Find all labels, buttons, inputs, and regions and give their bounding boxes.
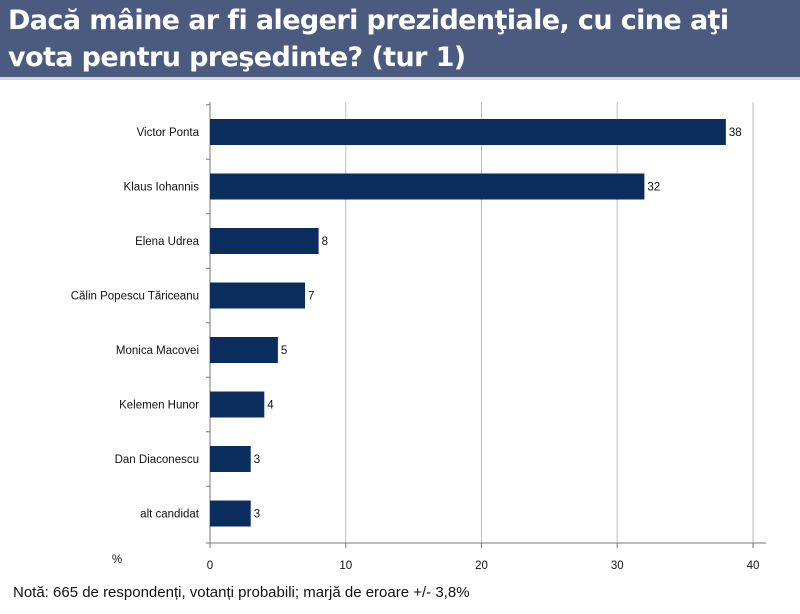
footnote: Notă: 665 de respondenți, votanți probab… (13, 584, 470, 601)
category-label: Klaus Iohannis (124, 182, 200, 194)
bar (210, 228, 319, 254)
x-tick-label: 30 (611, 560, 624, 572)
data-label: 4 (267, 400, 274, 412)
bar (210, 337, 278, 363)
data-label: 7 (308, 291, 314, 303)
x-axis-label: % (112, 554, 122, 566)
x-tick-label: 10 (339, 560, 352, 572)
x-tick-label: 0 (207, 560, 213, 572)
data-label: 8 (322, 236, 328, 248)
bar (210, 500, 251, 527)
category-label: Dan Diaconescu (115, 454, 199, 466)
category-label: Elena Udrea (135, 236, 200, 248)
data-label: 5 (281, 345, 287, 357)
bar (210, 446, 251, 472)
category-label: Kelemen Hunor (119, 400, 199, 412)
bar (210, 391, 265, 418)
x-tick-label: 40 (747, 560, 760, 572)
category-label: alt candidat (140, 509, 200, 521)
category-label: Monica Macovei (116, 345, 199, 357)
bar (210, 173, 645, 200)
category-label: Călin Popescu Tăriceanu (71, 291, 199, 303)
x-tick-label: 20 (475, 560, 488, 572)
category-label: Victor Ponta (137, 127, 200, 139)
data-label: 3 (254, 454, 260, 466)
bar (210, 119, 726, 145)
data-label: 3 (254, 509, 260, 521)
title-banner: Dacă mâine ar fi alegeri prezidenţiale, … (0, 0, 800, 80)
data-label: 38 (729, 127, 742, 139)
chart-title: Dacă mâine ar fi alegeri prezidenţiale, … (8, 5, 729, 73)
data-label: 32 (647, 182, 660, 194)
bar (210, 282, 306, 309)
